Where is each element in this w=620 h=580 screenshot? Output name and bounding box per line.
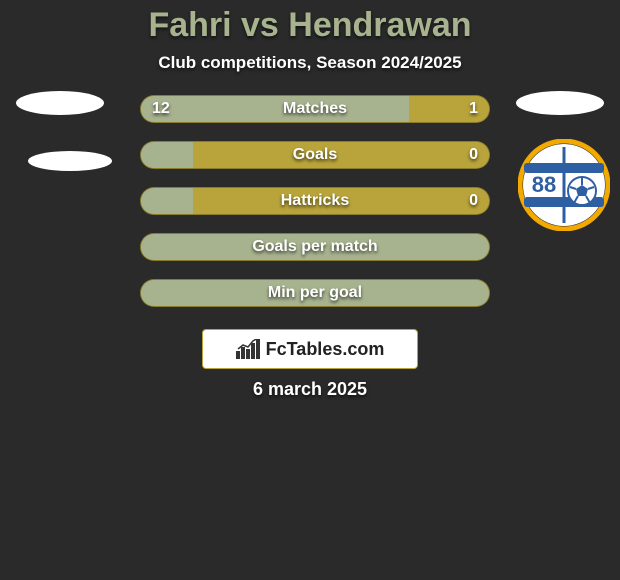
bar-right-goals (193, 142, 489, 168)
brand-text: FcTables.com (266, 339, 385, 360)
bar-left-goals (141, 142, 193, 168)
val-right-matches: 1 (469, 95, 478, 123)
bar-left-hattricks (141, 188, 193, 214)
brand-icon (236, 339, 262, 359)
bar-track-mpg (140, 279, 490, 307)
stat-row-gpm: Goals per match (0, 229, 620, 275)
brand-box[interactable]: FcTables.com (202, 329, 418, 369)
bar-track-gpm (140, 233, 490, 261)
date-text: 6 march 2025 (0, 379, 620, 400)
stat-row-hattricks: Hattricks 0 (0, 183, 620, 229)
bar-track-hattricks (140, 187, 490, 215)
stat-row-goals: Goals 0 88 (0, 137, 620, 183)
subtitle: Club competitions, Season 2024/2025 (0, 53, 620, 73)
stat-row-matches: 12 Matches 1 (0, 91, 620, 137)
bar-left-gpm (141, 234, 489, 260)
bar-left-mpg (141, 280, 489, 306)
val-right-hattricks: 0 (469, 187, 478, 215)
bar-right-hattricks (193, 188, 489, 214)
val-left-matches: 12 (152, 95, 170, 123)
val-right-goals: 0 (469, 141, 478, 169)
page-title: Fahri vs Hendrawan (0, 6, 620, 45)
bar-left-matches (141, 96, 409, 122)
bar-track-goals (140, 141, 490, 169)
stat-row-mpg: Min per goal (0, 275, 620, 321)
bar-track-matches (140, 95, 490, 123)
